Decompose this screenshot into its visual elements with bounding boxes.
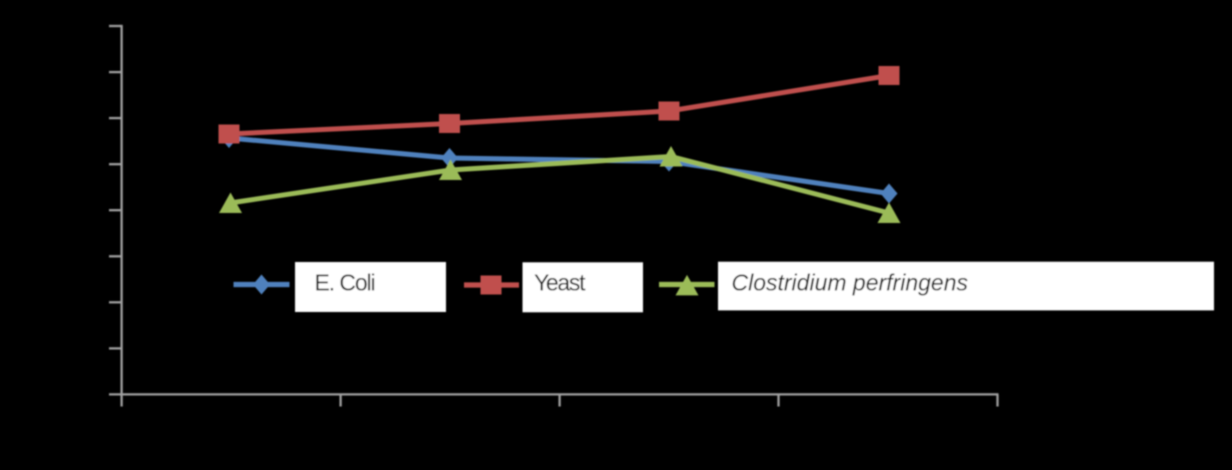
svg-text:E. Coli: E. Coli [315, 270, 375, 296]
svg-text:Yeast: Yeast [534, 270, 586, 296]
svg-text:Clostridium perfringens: Clostridium perfringens [732, 270, 969, 296]
